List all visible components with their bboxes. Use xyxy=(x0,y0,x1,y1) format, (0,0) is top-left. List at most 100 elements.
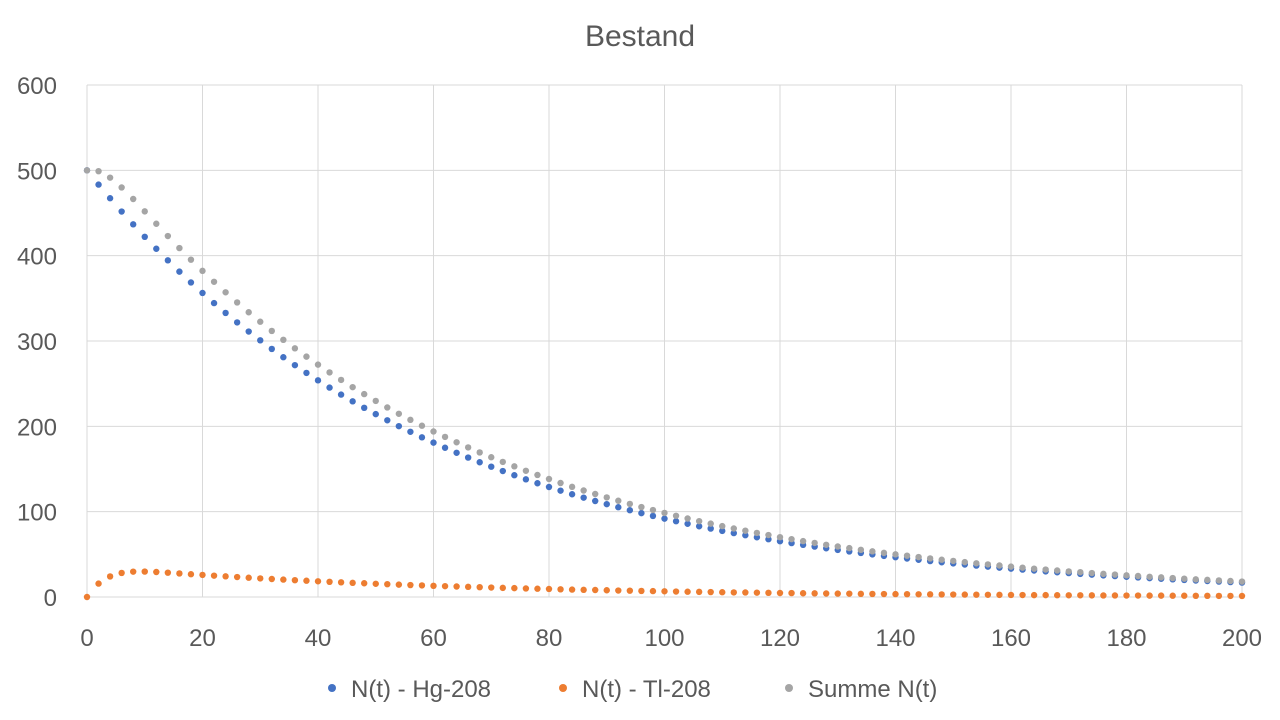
legend: N(t) - Hg-208 N(t) - Tl-208 Summe N(t) xyxy=(328,676,937,703)
data-point xyxy=(499,467,506,475)
data-point xyxy=(187,571,195,578)
data-point xyxy=(280,336,287,344)
x-tick-label: 60 xyxy=(420,625,447,652)
data-point xyxy=(626,587,634,594)
data-point xyxy=(534,471,541,479)
data-point xyxy=(811,539,818,547)
data-point xyxy=(1019,564,1026,571)
data-point xyxy=(499,584,506,592)
data-point xyxy=(950,591,957,598)
data-point xyxy=(522,467,530,474)
data-point xyxy=(1192,576,1200,583)
data-point xyxy=(164,257,172,264)
data-point xyxy=(1215,577,1223,584)
data-point xyxy=(1123,592,1130,599)
data-point xyxy=(1007,563,1015,570)
data-point xyxy=(1134,592,1142,599)
x-axis-ticks: 0 20 40 60 80 100 120 140 160 180 200 xyxy=(80,625,1262,652)
data-point xyxy=(823,590,830,597)
data-point xyxy=(1123,572,1130,579)
data-point xyxy=(1134,572,1142,580)
data-point xyxy=(1204,576,1211,584)
data-point xyxy=(915,591,922,598)
data-point xyxy=(568,483,576,491)
data-point xyxy=(857,590,865,598)
data-point xyxy=(557,487,564,494)
data-point xyxy=(268,345,275,353)
data-point xyxy=(996,562,1003,569)
data-point xyxy=(961,591,968,598)
data-point xyxy=(372,397,379,405)
data-point xyxy=(314,361,322,368)
data-point xyxy=(753,589,761,596)
data-point xyxy=(372,410,379,418)
data-point xyxy=(337,376,345,384)
data-point xyxy=(106,573,114,580)
data-point xyxy=(1054,592,1061,599)
data-point xyxy=(464,583,472,591)
data-point xyxy=(141,208,148,215)
data-point xyxy=(430,439,437,446)
data-point xyxy=(638,587,645,595)
x-tick-label: 100 xyxy=(644,625,684,652)
data-point xyxy=(257,575,264,582)
data-point xyxy=(811,590,818,597)
data-point xyxy=(661,515,668,522)
data-point xyxy=(453,449,460,456)
data-point xyxy=(1215,592,1223,600)
data-point xyxy=(1169,592,1176,599)
data-point xyxy=(545,483,553,491)
data-point xyxy=(846,590,853,597)
data-point xyxy=(1227,577,1234,585)
data-point xyxy=(83,593,91,601)
data-point xyxy=(649,512,657,520)
y-tick-label: 100 xyxy=(17,500,57,527)
data-point xyxy=(187,279,195,286)
data-point xyxy=(742,527,749,534)
data-point xyxy=(418,434,426,441)
data-point xyxy=(326,384,333,391)
data-point xyxy=(1030,565,1038,572)
x-tick-label: 0 xyxy=(80,625,93,652)
data-point xyxy=(395,581,403,588)
data-point xyxy=(199,571,206,579)
data-point xyxy=(1007,591,1015,599)
data-point xyxy=(453,439,460,446)
data-point xyxy=(1100,592,1107,599)
data-point xyxy=(233,319,241,326)
data-point xyxy=(395,422,403,430)
data-point xyxy=(499,458,506,466)
data-point xyxy=(892,551,899,558)
data-point xyxy=(719,522,726,530)
x-tick-label: 40 xyxy=(305,625,332,652)
data-point xyxy=(488,463,495,470)
data-point xyxy=(903,590,911,598)
data-point xyxy=(996,591,1003,599)
x-tick-label: 80 xyxy=(536,625,563,652)
data-point xyxy=(938,556,945,563)
data-point xyxy=(430,582,437,590)
data-point xyxy=(291,576,299,584)
data-point xyxy=(926,555,934,562)
data-point xyxy=(615,587,622,594)
data-point xyxy=(765,531,772,539)
data-point xyxy=(257,337,264,344)
legend-item: N(t) - Tl-208 xyxy=(559,676,711,703)
data-point xyxy=(973,591,980,598)
data-point xyxy=(130,195,137,203)
data-point xyxy=(730,529,737,537)
data-point xyxy=(568,586,576,593)
x-tick-label: 200 xyxy=(1222,625,1262,652)
data-point xyxy=(592,497,599,505)
data-point xyxy=(984,561,992,568)
data-point xyxy=(626,507,634,514)
legend-label: N(t) - Tl-208 xyxy=(582,676,711,703)
legend-item: N(t) - Hg-208 xyxy=(328,676,491,703)
data-point xyxy=(118,184,125,191)
data-point xyxy=(361,580,368,587)
data-point xyxy=(984,591,992,598)
data-point xyxy=(719,527,726,535)
data-point xyxy=(1054,567,1061,574)
